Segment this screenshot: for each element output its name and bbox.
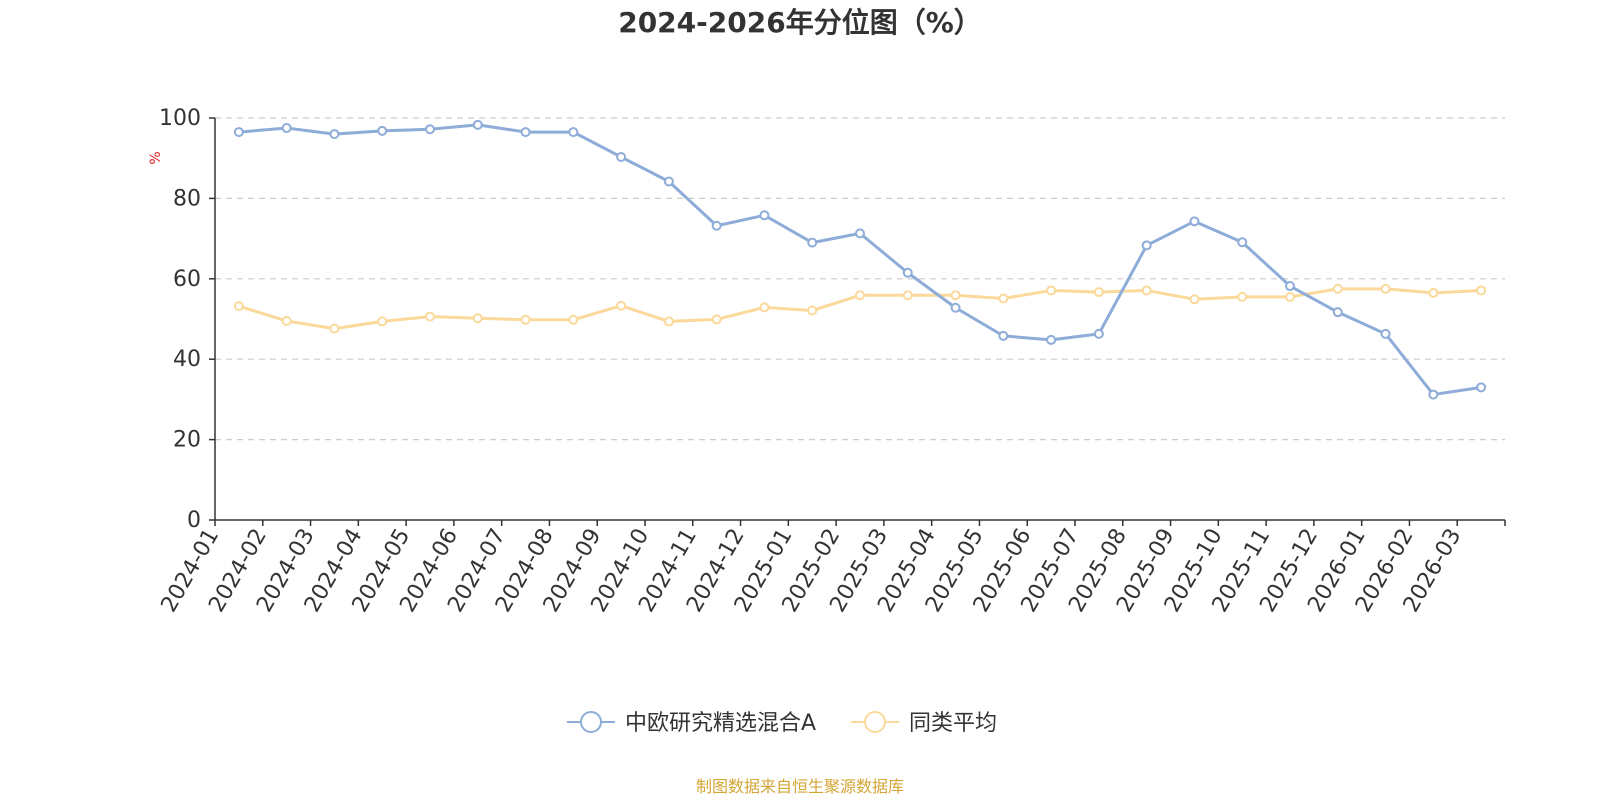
- data-point[interactable]: [329, 129, 340, 140]
- legend-label: 中欧研究精选混合A: [625, 711, 816, 736]
- data-point[interactable]: [711, 220, 722, 231]
- data-point[interactable]: [1046, 285, 1057, 296]
- y-tick-label: 60: [173, 267, 201, 292]
- data-point[interactable]: [616, 300, 627, 311]
- data-point[interactable]: [663, 316, 674, 327]
- data-point[interactable]: [472, 119, 483, 130]
- data-point[interactable]: [1428, 389, 1439, 400]
- legend-marker: [864, 711, 886, 733]
- data-point[interactable]: [759, 302, 770, 313]
- x-tick-labels: 2024-012024-022024-032024-042024-052024-…: [157, 525, 1467, 617]
- data-point[interactable]: [377, 125, 388, 136]
- data-point[interactable]: [1332, 307, 1343, 318]
- data-point[interactable]: [281, 316, 292, 327]
- data-point[interactable]: [855, 290, 865, 301]
- data-point[interactable]: [1093, 287, 1104, 298]
- data-point[interactable]: [233, 127, 244, 138]
- data-point[interactable]: [568, 127, 579, 138]
- data-point[interactable]: [855, 228, 865, 239]
- data-point[interactable]: [1189, 294, 1200, 305]
- data-point[interactable]: [1285, 291, 1295, 302]
- data-point[interactable]: [1141, 240, 1152, 251]
- data-point[interactable]: [281, 123, 292, 134]
- data-point[interactable]: [950, 302, 961, 313]
- data-point[interactable]: [759, 210, 770, 221]
- data-point[interactable]: [233, 301, 244, 312]
- data-point[interactable]: [950, 290, 961, 301]
- data-point[interactable]: [1141, 285, 1152, 296]
- source-text: 制图数据来自恒生聚源数据库: [696, 777, 904, 796]
- series-line: [238, 123, 1482, 397]
- y-axis-label: %: [148, 151, 164, 164]
- y-tick-label: 0: [187, 508, 201, 533]
- data-point[interactable]: [1046, 334, 1057, 345]
- data-point[interactable]: [1476, 285, 1487, 296]
- chart-title: 2024-2026年分位图（%）: [618, 6, 982, 39]
- data-point[interactable]: [472, 313, 483, 324]
- series-points: [233, 119, 1487, 400]
- data-point[interactable]: [425, 311, 435, 322]
- data-point[interactable]: [711, 314, 722, 325]
- data-point[interactable]: [663, 176, 674, 187]
- data-point[interactable]: [807, 305, 818, 316]
- data-point[interactable]: [1093, 328, 1104, 339]
- series-lines: [238, 123, 1482, 397]
- data-point[interactable]: [902, 290, 913, 301]
- y-tick-label: 40: [173, 347, 201, 372]
- data-point[interactable]: [1428, 287, 1439, 298]
- data-point[interactable]: [1285, 281, 1295, 292]
- data-point[interactable]: [616, 151, 627, 162]
- data-point[interactable]: [1380, 283, 1391, 294]
- legend[interactable]: 中欧研究精选混合A 同类平均: [567, 711, 997, 736]
- grid: [215, 117, 1505, 441]
- data-point[interactable]: [902, 267, 913, 278]
- y-tick-label: 80: [173, 186, 201, 211]
- y-tick-labels: 0 20 40 60 80 100: [159, 106, 201, 533]
- y-tick-label: 100: [159, 106, 201, 131]
- data-point[interactable]: [568, 314, 579, 325]
- data-point[interactable]: [998, 330, 1009, 341]
- legend-item[interactable]: 同类平均: [851, 711, 997, 736]
- data-point[interactable]: [1237, 237, 1248, 248]
- data-point[interactable]: [807, 237, 818, 248]
- data-point[interactable]: [425, 124, 435, 135]
- data-point[interactable]: [998, 293, 1009, 304]
- data-point[interactable]: [520, 314, 531, 325]
- data-point[interactable]: [377, 316, 388, 327]
- data-point[interactable]: [1332, 283, 1343, 294]
- y-tick-label: 20: [173, 428, 201, 453]
- data-point[interactable]: [1189, 216, 1200, 227]
- legend-marker: [580, 711, 602, 733]
- data-point[interactable]: [1476, 382, 1487, 393]
- data-point[interactable]: [1237, 291, 1248, 302]
- legend-label: 同类平均: [909, 711, 997, 736]
- data-point[interactable]: [1380, 328, 1391, 339]
- legend-item[interactable]: 中欧研究精选混合A: [567, 711, 816, 736]
- data-point[interactable]: [520, 127, 531, 138]
- axes: [209, 117, 1506, 526]
- data-point[interactable]: [329, 323, 340, 334]
